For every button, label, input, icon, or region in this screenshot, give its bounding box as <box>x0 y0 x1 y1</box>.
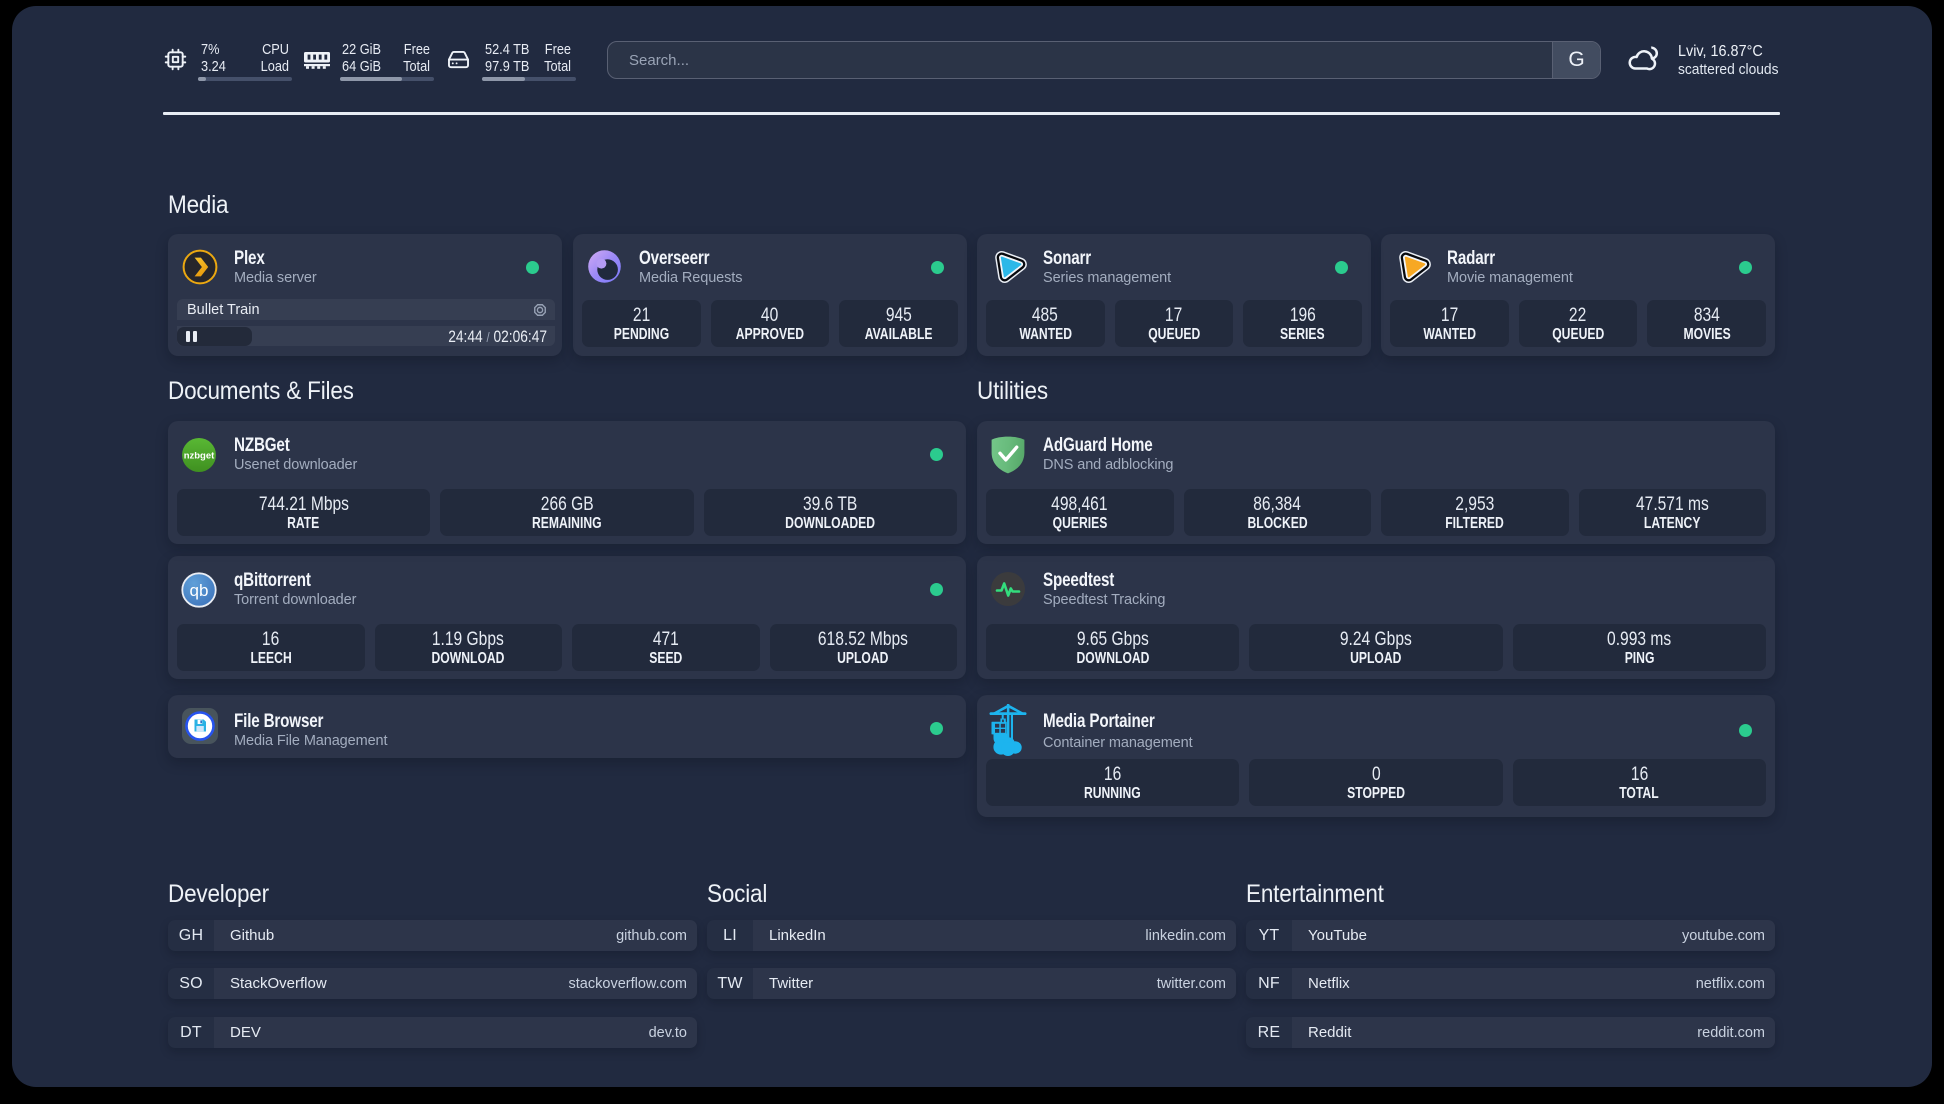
svg-text:qb: qb <box>190 581 209 600</box>
svg-text:nzbget: nzbget <box>184 451 215 462</box>
